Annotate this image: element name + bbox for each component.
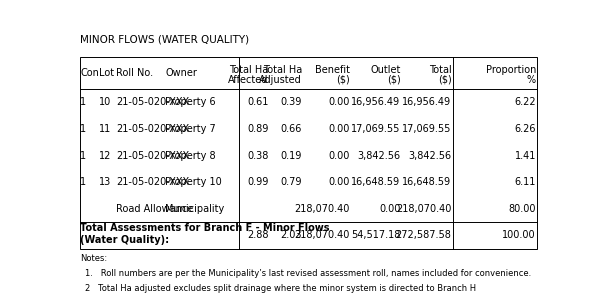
- Text: Benefit: Benefit: [315, 65, 350, 75]
- Text: Proportion: Proportion: [486, 65, 536, 75]
- Text: 1: 1: [80, 177, 87, 187]
- Text: 0.00: 0.00: [328, 124, 350, 134]
- Text: 6.22: 6.22: [514, 98, 536, 107]
- Text: 21-05-020-XXX: 21-05-020-XXX: [117, 177, 190, 187]
- Text: 218,070.40: 218,070.40: [294, 230, 350, 240]
- Text: 272,587.58: 272,587.58: [396, 230, 451, 240]
- Text: Total: Total: [429, 65, 451, 75]
- Text: Adjusted: Adjusted: [259, 75, 302, 85]
- Text: 2.88: 2.88: [247, 230, 269, 240]
- Text: 218,070.40: 218,070.40: [294, 204, 350, 214]
- Text: 80.00: 80.00: [508, 204, 536, 214]
- Text: Total Ha: Total Ha: [263, 65, 302, 75]
- Text: 13: 13: [99, 177, 111, 187]
- Text: Property 8: Property 8: [165, 151, 216, 160]
- Text: 0.99: 0.99: [247, 177, 269, 187]
- Text: (Water Quality):: (Water Quality):: [80, 235, 169, 245]
- Text: 21-05-020-XXX: 21-05-020-XXX: [117, 98, 190, 107]
- Text: 17,069.55: 17,069.55: [402, 124, 451, 134]
- Text: Affected: Affected: [228, 75, 269, 85]
- Text: 0.66: 0.66: [280, 124, 302, 134]
- Text: 1: 1: [80, 151, 87, 160]
- Text: 218,070.40: 218,070.40: [396, 204, 451, 214]
- Text: 12: 12: [99, 151, 111, 160]
- Text: %: %: [527, 75, 536, 85]
- Text: 16,648.59: 16,648.59: [402, 177, 451, 187]
- Bar: [80, 57, 537, 248]
- Text: 16,956.49: 16,956.49: [402, 98, 451, 107]
- Text: Outlet: Outlet: [370, 65, 401, 75]
- Text: 21-05-020-XXX: 21-05-020-XXX: [117, 151, 190, 160]
- Text: 1.41: 1.41: [514, 151, 536, 160]
- Text: 0.79: 0.79: [280, 177, 302, 187]
- Text: 11: 11: [99, 124, 111, 134]
- Text: Con: Con: [80, 68, 99, 78]
- Text: 6.11: 6.11: [514, 177, 536, 187]
- Text: 17,069.55: 17,069.55: [351, 124, 401, 134]
- Text: Property 10: Property 10: [165, 177, 222, 187]
- Text: 0.89: 0.89: [247, 124, 269, 134]
- Text: 0.38: 0.38: [247, 151, 269, 160]
- Text: 0.39: 0.39: [280, 98, 302, 107]
- Text: 2   Total Ha adjusted excludes split drainage where the minor system is directed: 2 Total Ha adjusted excludes split drain…: [85, 284, 476, 293]
- Text: 1: 1: [80, 98, 87, 107]
- Text: Road Allowance: Road Allowance: [117, 204, 194, 214]
- Text: 21-05-020-XXX: 21-05-020-XXX: [117, 124, 190, 134]
- Text: 2.03: 2.03: [280, 230, 302, 240]
- Text: Total Assessments for Branch F - Minor Flows: Total Assessments for Branch F - Minor F…: [80, 223, 330, 233]
- Text: Roll No.: Roll No.: [117, 68, 154, 78]
- Text: ($): ($): [387, 75, 401, 85]
- Text: 16,648.59: 16,648.59: [352, 177, 401, 187]
- Text: MINOR FLOWS (WATER QUALITY): MINOR FLOWS (WATER QUALITY): [80, 34, 249, 44]
- Text: 3,842.56: 3,842.56: [408, 151, 451, 160]
- Text: ($): ($): [336, 75, 350, 85]
- Text: 0.19: 0.19: [280, 151, 302, 160]
- Text: Total Ha: Total Ha: [229, 65, 269, 75]
- Text: 16,956.49: 16,956.49: [352, 98, 401, 107]
- Text: ($): ($): [438, 75, 451, 85]
- Text: 1: 1: [80, 124, 87, 134]
- Text: 3,842.56: 3,842.56: [358, 151, 401, 160]
- Text: 0.61: 0.61: [247, 98, 269, 107]
- Text: Owner: Owner: [165, 68, 197, 78]
- Text: 54,517.18: 54,517.18: [351, 230, 401, 240]
- Text: 0.00: 0.00: [328, 98, 350, 107]
- Text: 1.   Roll numbers are per the Municipality’s last revised assessment roll, names: 1. Roll numbers are per the Municipality…: [85, 269, 531, 278]
- Text: Lot: Lot: [99, 68, 114, 78]
- Text: Property 7: Property 7: [165, 124, 216, 134]
- Text: 100.00: 100.00: [502, 230, 536, 240]
- Text: 10: 10: [99, 98, 111, 107]
- Text: 0.00: 0.00: [328, 151, 350, 160]
- Text: Municipality: Municipality: [165, 204, 224, 214]
- Text: Property 6: Property 6: [165, 98, 216, 107]
- Text: 0.00: 0.00: [328, 177, 350, 187]
- Text: 0.00: 0.00: [379, 204, 401, 214]
- Text: 6.26: 6.26: [514, 124, 536, 134]
- Text: Notes:: Notes:: [80, 254, 108, 263]
